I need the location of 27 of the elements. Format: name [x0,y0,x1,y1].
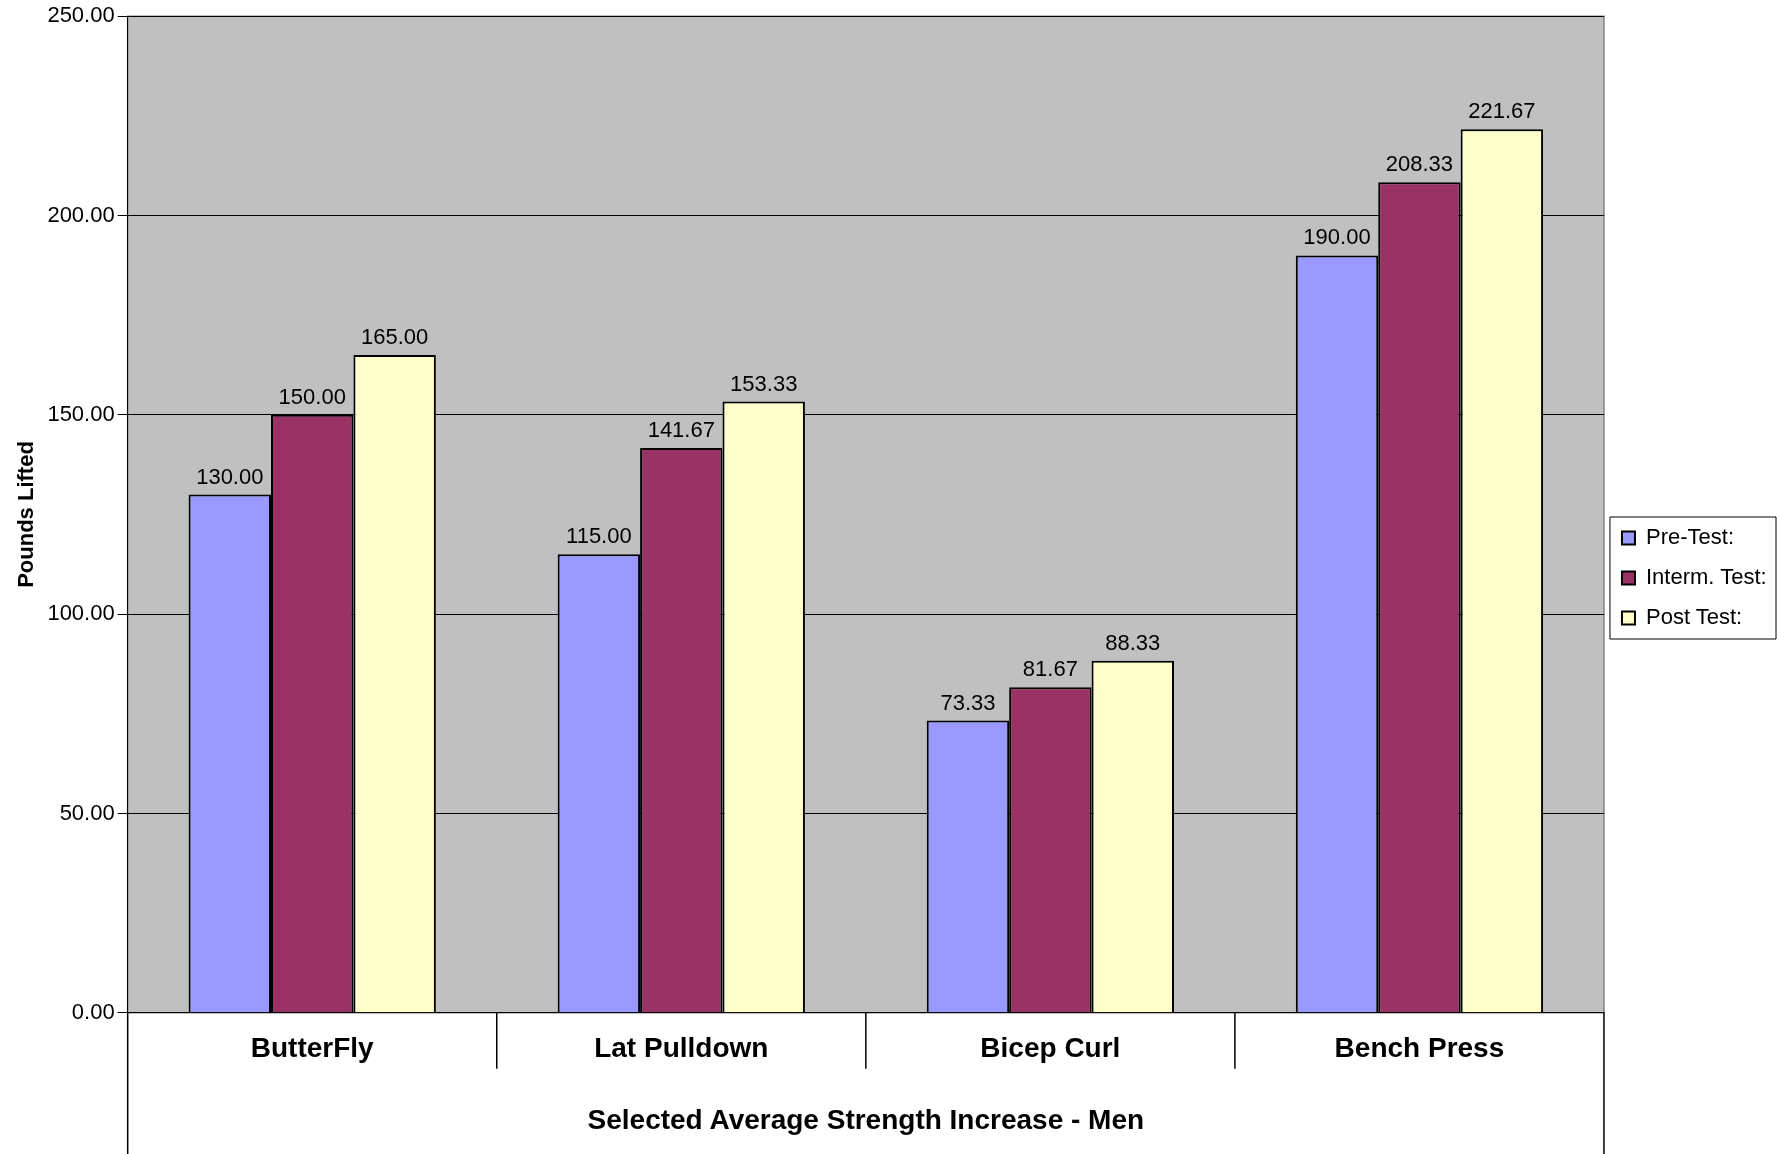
data-label: 221.67 [1468,98,1536,124]
x-axis-title: Selected Average Strength Increase - Men [587,1103,1145,1135]
data-label: 150.00 [278,383,346,409]
data-label: 81.67 [1022,656,1078,682]
data-label: 115.00 [566,523,632,549]
y-tick-label: 200.00 [47,201,115,227]
x-tick-label: Bicep Curl [980,1032,1121,1064]
y-tick-label: 100.00 [47,600,115,626]
data-label: 88.33 [1105,629,1161,655]
data-label: 208.33 [1385,151,1454,177]
y-tick-label: 150.00 [47,400,115,426]
data-label: 190.00 [1303,224,1371,250]
data-label: 141.67 [647,417,715,443]
data-label: 130.00 [196,463,264,489]
x-tick-label: Lat Pulldown [594,1032,769,1064]
legend-label: Interm. Test: [1645,564,1767,590]
x-tick-label: ButterFly [250,1032,375,1064]
data-label: 73.33 [940,689,996,715]
legend-label: Pre-Test: [1645,524,1734,550]
data-label: 153.33 [730,370,798,396]
x-tick-label: Bench Press [1334,1032,1505,1064]
legend-label: Post Test: [1645,604,1743,630]
y-tick-label: 250.00 [47,2,115,28]
y-axis-title: Pounds Lifted [13,441,39,588]
y-tick-label: 50.00 [59,799,115,825]
y-tick-label: 0.00 [71,998,115,1024]
data-label: 165.00 [361,324,429,350]
